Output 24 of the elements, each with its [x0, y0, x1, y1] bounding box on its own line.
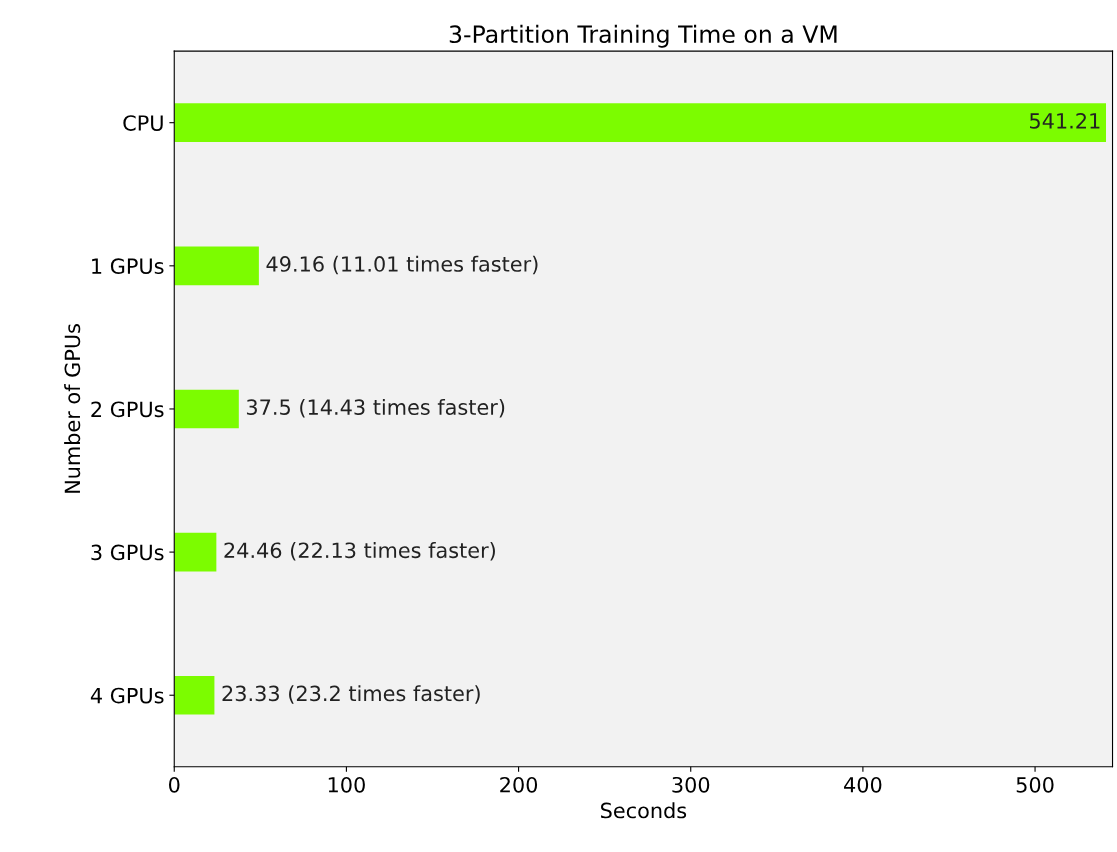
data-label: 24.46 (22.13 times faster) — [224, 542, 495, 561]
x-tick-label: 200 — [500, 776, 538, 793]
x-tick-label: 500 — [1016, 776, 1054, 793]
data-label: 541.21 — [1030, 112, 1100, 129]
y-tick-label: 4 GPUs — [90, 687, 164, 704]
x-tick-label: 400 — [844, 776, 882, 793]
y-tick-label: CPU — [123, 115, 163, 131]
bar — [174, 532, 217, 572]
chart-title: 3-Partition Training Time on a VM — [449, 24, 837, 48]
bar — [174, 389, 239, 429]
bar — [174, 246, 259, 286]
data-label: 23.33 (23.2 times faster) — [222, 685, 480, 704]
x-tick-label: 0 — [169, 776, 180, 793]
x-axis-title: Seconds — [601, 802, 687, 819]
y-axis-title: Number of GPUs — [64, 324, 81, 493]
x-tick-label: 300 — [672, 776, 710, 793]
y-tick-label: 2 GPUs — [91, 401, 164, 418]
x-tick-label: 100 — [328, 776, 365, 793]
y-tick-label: 3 GPUs — [91, 544, 164, 561]
data-label: 37.5 (14.43 times faster) — [246, 398, 505, 418]
bar — [174, 675, 215, 715]
data-label: 49.16 (11.01 times faster) — [266, 255, 538, 275]
y-tick-label: 1 GPUs — [92, 258, 164, 275]
bar — [174, 103, 1107, 143]
